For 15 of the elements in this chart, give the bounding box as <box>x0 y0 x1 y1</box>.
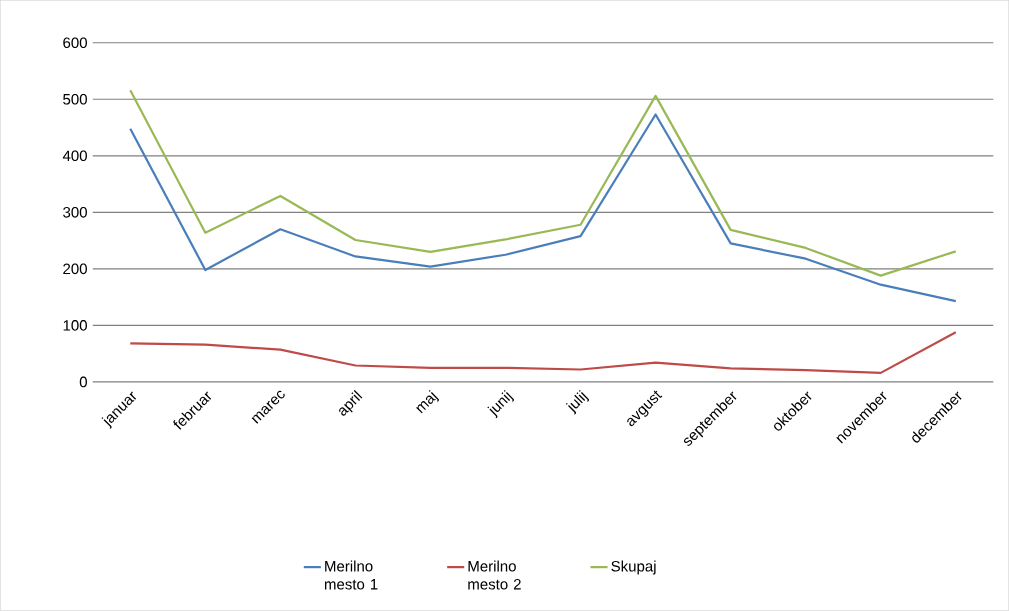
y-tick-label: 400 <box>62 150 87 162</box>
legend-label: Merilno mesto 2 <box>468 560 521 590</box>
line-series <box>129 89 957 277</box>
y-tick-label: 200 <box>63 263 87 275</box>
y-tick-label: 600 <box>63 37 87 49</box>
line-series <box>129 113 957 303</box>
x-tick-label: maj <box>416 390 439 414</box>
line-series <box>129 331 957 375</box>
y-tick-label: 0 <box>79 376 87 388</box>
y-tick-label: 300 <box>63 207 87 218</box>
legend-label: Merilno mesto 1 <box>324 560 378 590</box>
y-tick-label: 500 <box>63 94 87 105</box>
x-tick-label: julij <box>565 390 590 415</box>
y-tick-label: 100 <box>63 320 87 331</box>
legend-label: Skupaj <box>611 560 656 575</box>
